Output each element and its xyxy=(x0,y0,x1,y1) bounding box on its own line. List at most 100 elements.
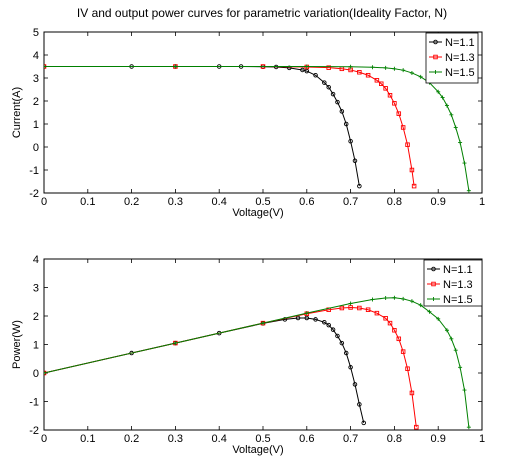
legend-label: N=1.3 xyxy=(445,52,475,64)
y-tick-label: -2 xyxy=(29,188,39,200)
y-tick-label: 1 xyxy=(33,340,39,352)
data-point xyxy=(282,317,288,322)
data-point xyxy=(322,320,327,325)
x-tick-label: 0.2 xyxy=(124,433,139,445)
y-tick-label: -1 xyxy=(29,165,39,177)
data-point xyxy=(326,322,331,328)
data-point xyxy=(400,125,406,130)
data-point xyxy=(370,297,375,302)
y-tick-label: 1 xyxy=(33,119,39,131)
x-axis-label: Voltage(V) xyxy=(232,444,283,456)
x-tick-label: 0.4 xyxy=(212,196,227,208)
legend-box xyxy=(425,32,479,84)
legend-label: N=1.3 xyxy=(443,279,473,291)
data-point xyxy=(322,80,327,85)
data-point xyxy=(326,65,331,70)
series-group xyxy=(44,295,471,430)
data-point xyxy=(304,64,309,69)
x-tick-label: 0.5 xyxy=(255,433,270,445)
data-point xyxy=(453,125,458,130)
data-point xyxy=(339,305,345,311)
data-point xyxy=(466,425,471,430)
data-point xyxy=(427,309,432,314)
data-point xyxy=(348,365,353,370)
x-tick-label: 0 xyxy=(41,433,47,445)
x-tick-label: 0.5 xyxy=(255,196,270,208)
x-tick-label: 0.4 xyxy=(212,433,227,445)
data-point xyxy=(348,301,353,306)
y-tick-label: 3 xyxy=(33,73,39,85)
data-point xyxy=(458,140,463,145)
x-tick-label: 0.8 xyxy=(387,433,402,445)
data-point xyxy=(357,305,362,311)
data-point xyxy=(348,64,353,69)
data-point xyxy=(374,310,380,316)
data-point xyxy=(453,348,458,353)
data-point xyxy=(313,72,318,78)
y-tick-label: 0 xyxy=(33,142,39,154)
data-point xyxy=(335,333,340,339)
data-point xyxy=(330,327,336,332)
data-point xyxy=(300,67,305,73)
data-point xyxy=(365,307,371,312)
data-point xyxy=(462,161,467,166)
y-axis-label: Power(W) xyxy=(11,320,23,369)
data-point xyxy=(405,142,410,147)
legend-label: N=1.1 xyxy=(445,37,475,49)
data-point xyxy=(392,66,397,71)
data-point xyxy=(383,296,388,301)
data-point xyxy=(409,299,414,304)
data-point xyxy=(261,321,265,326)
legend-label: N=1.5 xyxy=(443,294,473,306)
legend-label: N=1.1 xyxy=(443,264,473,276)
data-point xyxy=(339,340,345,346)
legend-marker xyxy=(431,297,436,301)
data-point xyxy=(304,311,309,316)
data-point xyxy=(449,112,454,117)
x-tick-label: 0 xyxy=(41,196,47,208)
data-point xyxy=(458,365,463,370)
data-point xyxy=(383,65,388,70)
figure-title: IV and output power curves for parametri… xyxy=(77,6,447,20)
x-tick-label: 1 xyxy=(479,433,485,445)
legend-marker xyxy=(431,266,436,272)
y-tick-label: 0 xyxy=(33,368,39,380)
legend-label: N=1.5 xyxy=(445,67,475,79)
data-point xyxy=(396,336,402,342)
x-tick-label: 0.8 xyxy=(387,196,402,208)
data-point xyxy=(383,316,388,321)
series-group xyxy=(44,64,471,193)
data-point xyxy=(418,74,423,79)
legend: N=1.1 N=1.3 N=1.5 xyxy=(425,32,479,84)
data-point xyxy=(335,99,340,105)
x-tick-label: 0.3 xyxy=(168,196,183,208)
y-tick-label: 4 xyxy=(33,254,39,266)
data-point xyxy=(414,424,419,430)
data-point xyxy=(343,350,349,356)
y-tick-label: -2 xyxy=(29,425,39,437)
data-point xyxy=(462,388,467,393)
data-point xyxy=(352,158,358,164)
data-point xyxy=(304,68,310,74)
data-point xyxy=(374,78,380,83)
plot-area xyxy=(43,258,483,431)
x-tick-label: 0.7 xyxy=(343,433,358,445)
data-point xyxy=(370,65,375,70)
data-point xyxy=(387,92,393,98)
data-point xyxy=(400,349,406,354)
data-point xyxy=(326,84,331,90)
y-axis-label: Current(A) xyxy=(11,87,23,138)
data-point xyxy=(343,121,349,127)
data-point xyxy=(348,305,353,310)
data-point xyxy=(173,341,178,346)
data-point xyxy=(409,70,414,75)
data-point xyxy=(411,183,417,189)
data-point xyxy=(330,91,336,97)
legend-marker xyxy=(433,39,438,45)
x-tick-label: 1 xyxy=(479,196,485,208)
data-point xyxy=(392,328,397,333)
data-point xyxy=(339,109,345,114)
chart-2: 0 0.1 0.2 0.3 0.4 0.5 0.6 0.7 0.8 0.9 1 -2 -1 0 1 2 3 4 Vo… xyxy=(11,254,485,456)
data-point xyxy=(392,101,397,106)
data-point xyxy=(379,81,384,86)
